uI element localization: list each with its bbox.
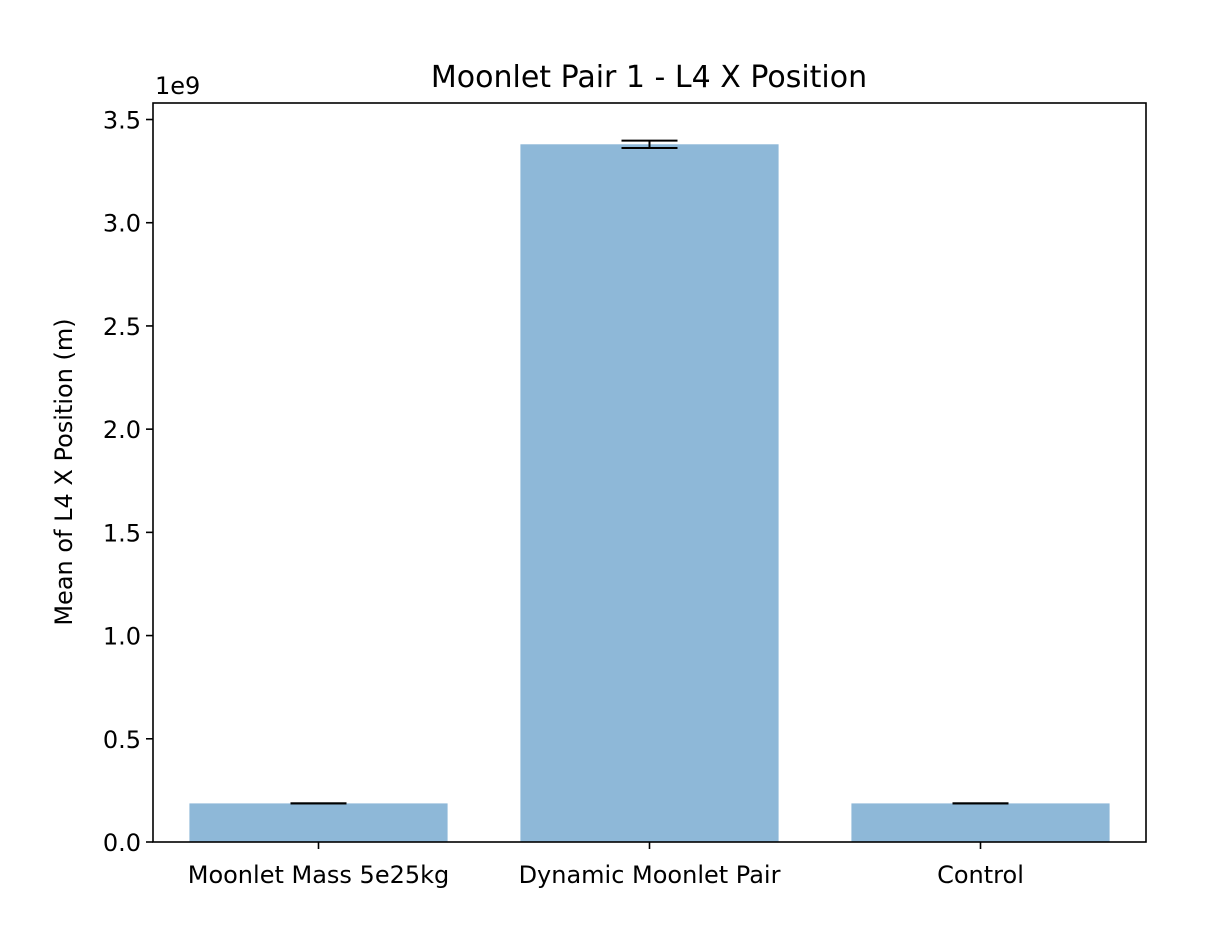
y-tick-label-5: 2.5 — [103, 313, 141, 341]
x-tick-label-0: Moonlet Mass 5e25kg — [188, 861, 450, 889]
y-tick-label-4: 2.0 — [103, 416, 141, 444]
y-tick-label-3: 1.5 — [103, 519, 141, 547]
error-bars-layer — [290, 139, 1009, 805]
x-axis-ticks: Moonlet Mass 5e25kg Dynamic Moonlet Pair C… — [188, 842, 1024, 889]
y-tick-label-7: 3.5 — [103, 107, 141, 135]
bar-2 — [851, 803, 1110, 842]
chart-title: Moonlet Pair 1 - L4 X Position — [431, 60, 867, 95]
y-axis-label: Mean of L4 X Position (m) — [50, 318, 78, 625]
y-tick-label-6: 3.0 — [103, 210, 141, 238]
plot-frame — [152, 102, 1147, 843]
y-tick-label-0: 0.0 — [103, 829, 141, 857]
bar-0 — [189, 803, 448, 842]
y-axis-ticks: 0.0 0.5 1.0 1.5 2.0 2.5 3.0 3.5 — [103, 107, 153, 857]
x-tick-label-2: Control — [937, 861, 1024, 889]
y-tick-label-1: 0.5 — [103, 726, 141, 754]
y-tick-label-2: 1.0 — [103, 623, 141, 651]
bar-1 — [520, 144, 779, 842]
bars-layer — [189, 144, 1110, 842]
y-axis-offset-label: 1e9 — [155, 72, 200, 100]
x-tick-label-1: Dynamic Moonlet Pair — [519, 861, 781, 889]
